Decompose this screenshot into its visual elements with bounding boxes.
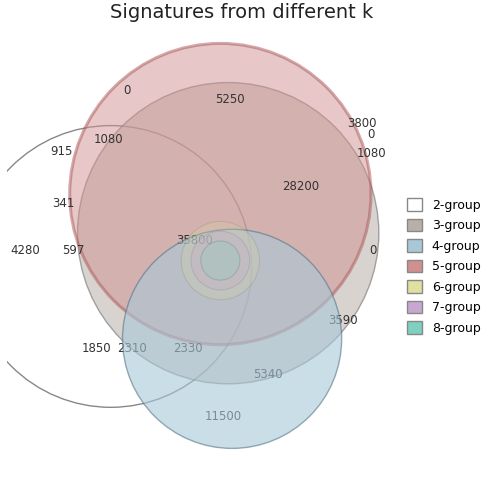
Text: 1080: 1080 [356, 147, 386, 160]
Legend: 2-group, 3-group, 4-group, 5-group, 6-group, 7-group, 8-group: 2-group, 3-group, 4-group, 5-group, 6-gr… [403, 195, 484, 339]
Text: 11500: 11500 [205, 410, 241, 423]
Title: Signatures from different k: Signatures from different k [110, 3, 373, 22]
Text: 5250: 5250 [215, 93, 245, 106]
Text: 4280: 4280 [10, 243, 40, 257]
Text: 1080: 1080 [93, 133, 123, 146]
Circle shape [191, 231, 249, 290]
Text: 2330: 2330 [173, 342, 203, 355]
Text: 0: 0 [367, 129, 374, 142]
Text: 1850: 1850 [82, 342, 111, 355]
Circle shape [181, 221, 260, 300]
Circle shape [122, 229, 342, 449]
Text: 5340: 5340 [253, 368, 283, 381]
Text: 915: 915 [50, 145, 72, 158]
Circle shape [201, 241, 240, 280]
Text: 2310: 2310 [116, 342, 146, 355]
Text: 597: 597 [61, 243, 84, 257]
Text: 28200: 28200 [282, 180, 319, 193]
Text: 0: 0 [123, 84, 131, 97]
Circle shape [70, 43, 371, 345]
Text: 3590: 3590 [328, 314, 358, 327]
Text: 0: 0 [369, 243, 377, 257]
Text: 3800: 3800 [347, 117, 376, 130]
Circle shape [78, 83, 379, 384]
Text: 341: 341 [52, 197, 75, 210]
Text: 35800: 35800 [176, 234, 213, 247]
